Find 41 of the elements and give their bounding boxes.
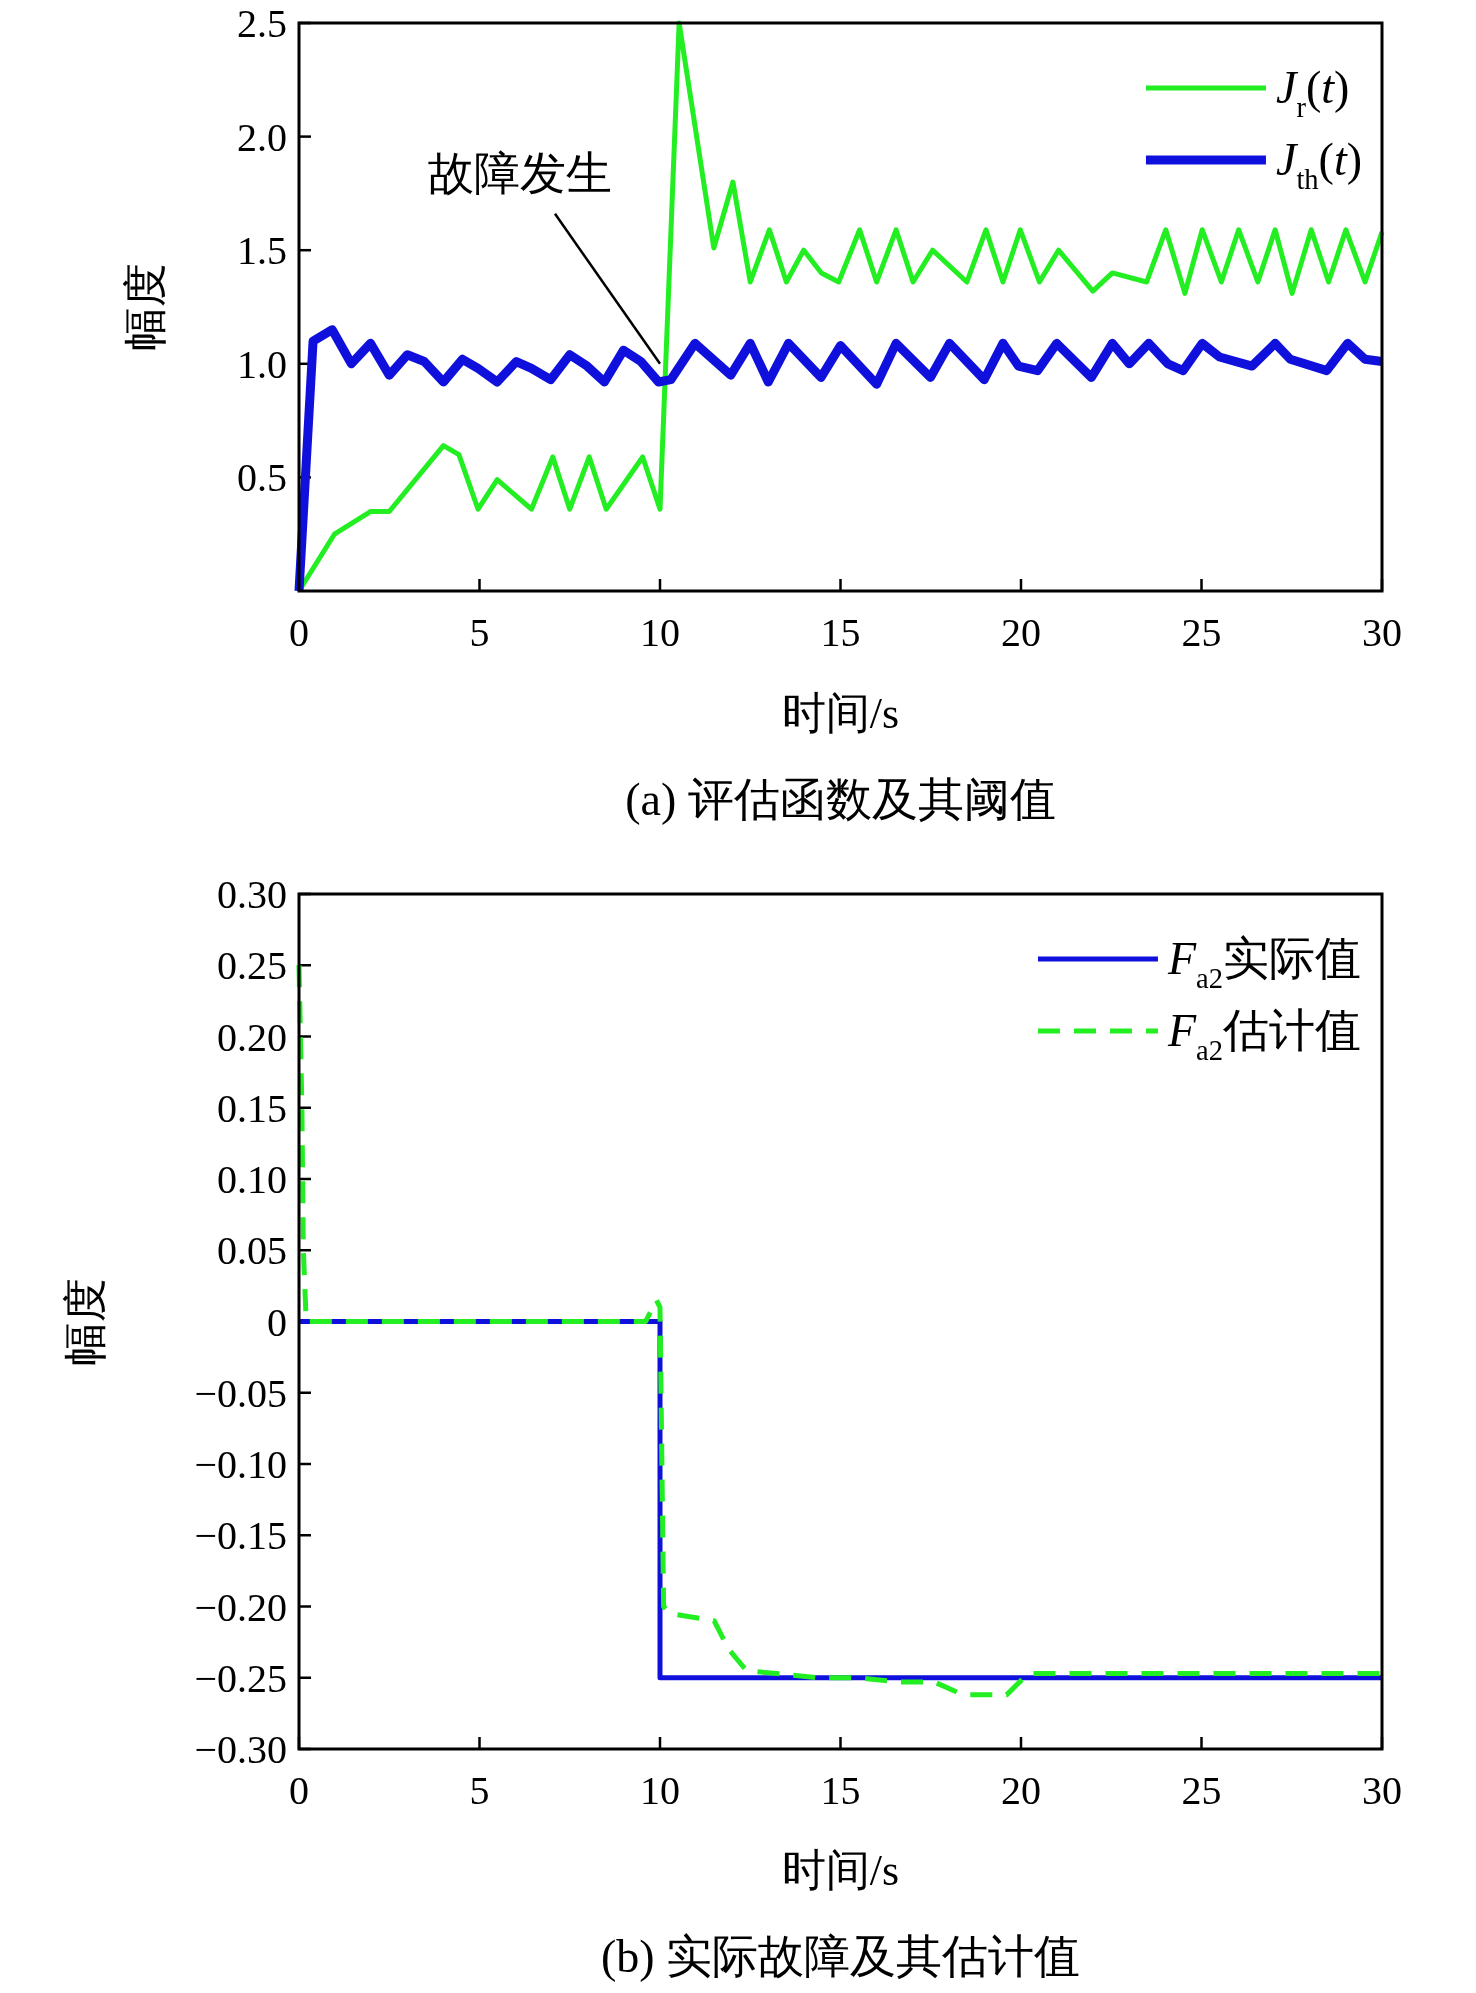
y-tick-label: −0.05 xyxy=(194,1370,287,1416)
x-tick-label: 30 xyxy=(1362,610,1402,655)
y-tick-label: −0.30 xyxy=(194,1727,287,1772)
y-tick-label: 0.10 xyxy=(217,1157,287,1202)
y-tick-label: −0.25 xyxy=(194,1655,287,1701)
y-tick-label: 0 xyxy=(267,1299,287,1345)
y-axis-title: 幅度 xyxy=(121,263,170,351)
x-tick-label: 10 xyxy=(640,610,680,655)
y-tick-label: −0.20 xyxy=(194,1584,287,1630)
legend-label: F$_{a2}$估计值 xyxy=(1166,1005,1361,1066)
legend-label: J$_{th}$(t) xyxy=(1275,134,1362,195)
legend-label: J$_{r}$(t) xyxy=(1275,62,1350,123)
legend-label: F$_{a2}$实际值 xyxy=(1166,933,1361,994)
x-tick-label: 25 xyxy=(1181,1768,1222,1813)
x-tick-label: 20 xyxy=(1001,1768,1041,1813)
y-axis-title: 幅度 xyxy=(61,1277,110,1366)
y-tick-label: 0.05 xyxy=(217,1228,287,1274)
y-tick-label: 0.25 xyxy=(217,943,287,989)
y-tick-label: −0.15 xyxy=(194,1513,287,1559)
x-tick-label: 5 xyxy=(469,1768,490,1813)
y-tick-label: 0.30 xyxy=(217,872,287,917)
x-tick-label: 15 xyxy=(820,1768,861,1813)
y-tick-label: −0.10 xyxy=(194,1442,287,1487)
x-axis-title: 时间/s xyxy=(781,689,900,738)
x-tick-label: 20 xyxy=(1001,610,1041,655)
x-tick-label: 5 xyxy=(469,610,490,655)
y-tick-label: 2.5 xyxy=(237,1,287,46)
text: (a) 评估函数及其阈值 xyxy=(625,774,1056,825)
x-tick-label: 30 xyxy=(1362,1768,1402,1813)
text: (b) 实际故障及其估计值 xyxy=(600,1931,1081,1982)
x-tick-label: 25 xyxy=(1181,610,1222,655)
y-tick-label: 1.5 xyxy=(237,228,287,274)
x-axis-title: 时间/s xyxy=(781,1846,900,1895)
y-tick-label: 0.5 xyxy=(237,455,287,501)
y-tick-label: 0.15 xyxy=(217,1085,287,1131)
x-tick-label: 15 xyxy=(820,610,861,655)
y-tick-label: 2.0 xyxy=(237,114,287,160)
x-tick-label: 10 xyxy=(640,1768,680,1813)
y-tick-label: 1.0 xyxy=(237,341,287,387)
annotation: 故障发生 xyxy=(428,147,612,199)
y-tick-label: 0.20 xyxy=(217,1014,287,1060)
